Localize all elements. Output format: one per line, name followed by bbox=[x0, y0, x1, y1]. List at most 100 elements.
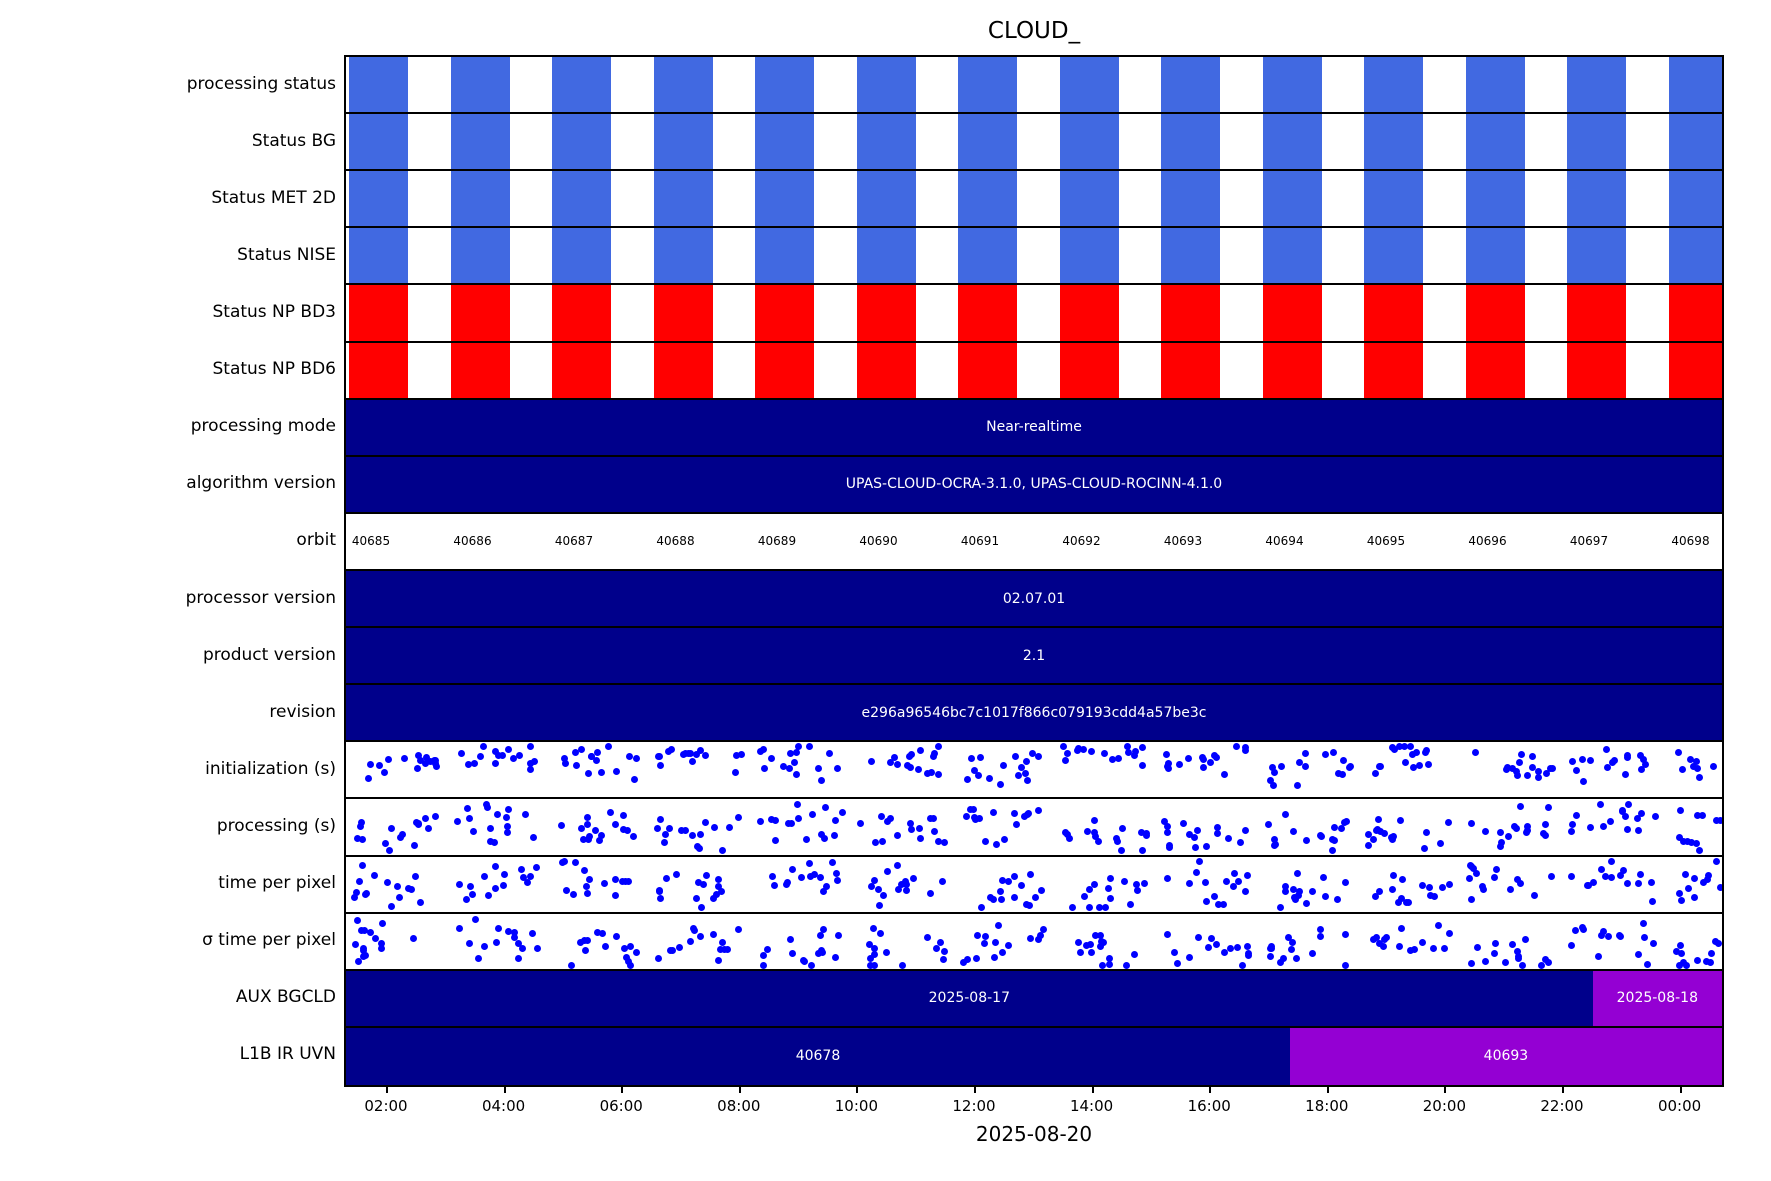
scatter-dot bbox=[1517, 750, 1525, 758]
scatter-dot bbox=[1403, 899, 1411, 907]
scatter-dot bbox=[583, 889, 591, 897]
scatter-dot bbox=[1419, 938, 1427, 946]
scatter-dot bbox=[1529, 753, 1537, 761]
scatter-dot bbox=[1023, 900, 1031, 908]
scatter-dot bbox=[1091, 881, 1099, 889]
scatter-dot bbox=[832, 953, 840, 961]
scatter-dot bbox=[735, 925, 743, 933]
scatter-dot bbox=[1622, 770, 1630, 778]
scatter-dot bbox=[1302, 900, 1310, 908]
scatter-dot bbox=[875, 901, 883, 909]
scatter-dot bbox=[415, 752, 423, 760]
row-revision: e296a96546bc7c1017f866c079193cdd4a57be3c bbox=[346, 685, 1722, 743]
scatter-dot bbox=[1569, 821, 1577, 829]
scatter-dot bbox=[817, 873, 825, 881]
scatter-dot bbox=[1106, 960, 1114, 968]
scatter-dot bbox=[502, 813, 510, 821]
scatter-dot bbox=[996, 781, 1004, 789]
scatter-dot bbox=[1690, 875, 1698, 883]
scatter-dot bbox=[1131, 950, 1139, 958]
scatter-dot bbox=[1289, 939, 1297, 947]
scatter-dot bbox=[1239, 961, 1247, 969]
row-label: orbit bbox=[296, 530, 336, 551]
scatter-dot bbox=[1549, 765, 1557, 773]
scatter-dot bbox=[480, 873, 488, 881]
status-bar bbox=[653, 171, 713, 227]
scatter-dot bbox=[1195, 857, 1203, 865]
scatter-dot bbox=[633, 948, 641, 956]
row-value: 02.07.01 bbox=[1002, 590, 1066, 607]
scatter-dot bbox=[737, 750, 745, 758]
scatter-dot bbox=[1597, 865, 1605, 873]
orbit-label: 40698 bbox=[1671, 534, 1710, 549]
row-label: revision bbox=[269, 701, 336, 722]
scatter-dot bbox=[760, 961, 768, 969]
scatter-dot bbox=[1165, 841, 1173, 849]
scatter-dot bbox=[491, 885, 499, 893]
scatter-dot bbox=[871, 877, 878, 885]
scatter-dot bbox=[714, 956, 722, 964]
scatter-dot bbox=[821, 834, 829, 842]
scatter-dot bbox=[1617, 871, 1625, 879]
scatter-dot bbox=[465, 940, 473, 948]
scatter-dot bbox=[1580, 925, 1588, 933]
scatter-dot bbox=[1598, 932, 1606, 940]
scatter-dot bbox=[1542, 821, 1550, 829]
status-bar bbox=[856, 114, 916, 170]
scatter-dot bbox=[697, 747, 705, 755]
scatter-dot bbox=[899, 961, 907, 969]
scatter-dot bbox=[767, 815, 775, 823]
scatter-dot bbox=[358, 861, 366, 869]
scatter-dot bbox=[1603, 763, 1611, 771]
scatter-dot bbox=[1222, 877, 1230, 885]
scatter-dot bbox=[1513, 767, 1521, 775]
scatter-dot bbox=[1029, 749, 1037, 757]
row-label: time per pixel bbox=[218, 873, 336, 894]
scatter-dot bbox=[1705, 871, 1713, 879]
scatter-dot bbox=[1589, 879, 1597, 887]
status-bar bbox=[1465, 342, 1525, 398]
scatter-dot bbox=[1364, 830, 1372, 838]
scatter-dot bbox=[963, 955, 971, 963]
scatter-dot bbox=[626, 943, 634, 951]
row-processing-mode: Near-realtime bbox=[346, 399, 1722, 457]
scatter-dot bbox=[1542, 769, 1550, 777]
scatter-dot bbox=[898, 880, 906, 888]
scatter-dot bbox=[620, 945, 628, 953]
scatter-dot bbox=[1200, 763, 1208, 771]
scatter-dot bbox=[666, 824, 674, 832]
scatter-dot bbox=[1309, 950, 1317, 958]
scatter-dot bbox=[404, 884, 412, 892]
status-bar bbox=[450, 57, 510, 113]
orbit-label: 40685 bbox=[351, 534, 391, 549]
scatter-dot bbox=[1302, 763, 1310, 771]
scatter-dot bbox=[597, 831, 605, 839]
scatter-dot bbox=[800, 956, 808, 964]
scatter-dot bbox=[1675, 961, 1683, 969]
scatter-dot bbox=[733, 751, 741, 759]
status-bar bbox=[1465, 228, 1525, 284]
scatter-dot bbox=[1266, 776, 1274, 784]
scatter-dot bbox=[381, 769, 389, 777]
scatter-dot bbox=[1492, 865, 1500, 873]
scatter-dot bbox=[815, 765, 823, 773]
scatter-dot bbox=[1115, 754, 1123, 762]
status-bar bbox=[856, 57, 916, 113]
scatter-dot bbox=[655, 752, 663, 760]
scatter-dot bbox=[930, 753, 938, 761]
scatter-dot bbox=[1295, 759, 1303, 767]
scatter-dot bbox=[931, 827, 939, 835]
row-value: e296a96546bc7c1017f866c079193cdd4a57be3c bbox=[861, 704, 1207, 721]
scatter-dot bbox=[1401, 758, 1409, 766]
scatter-dot bbox=[558, 821, 566, 829]
scatter-dot bbox=[940, 947, 948, 955]
scatter-dot bbox=[626, 752, 634, 760]
status-bar bbox=[1668, 57, 1722, 113]
scatter-dot bbox=[1164, 828, 1172, 836]
scatter-dot bbox=[1399, 875, 1407, 883]
scatter-dot bbox=[360, 944, 368, 952]
scatter-dot bbox=[1468, 959, 1476, 967]
status-bar bbox=[1262, 228, 1322, 284]
scatter-dot bbox=[486, 838, 494, 846]
scatter-dot bbox=[562, 760, 570, 768]
